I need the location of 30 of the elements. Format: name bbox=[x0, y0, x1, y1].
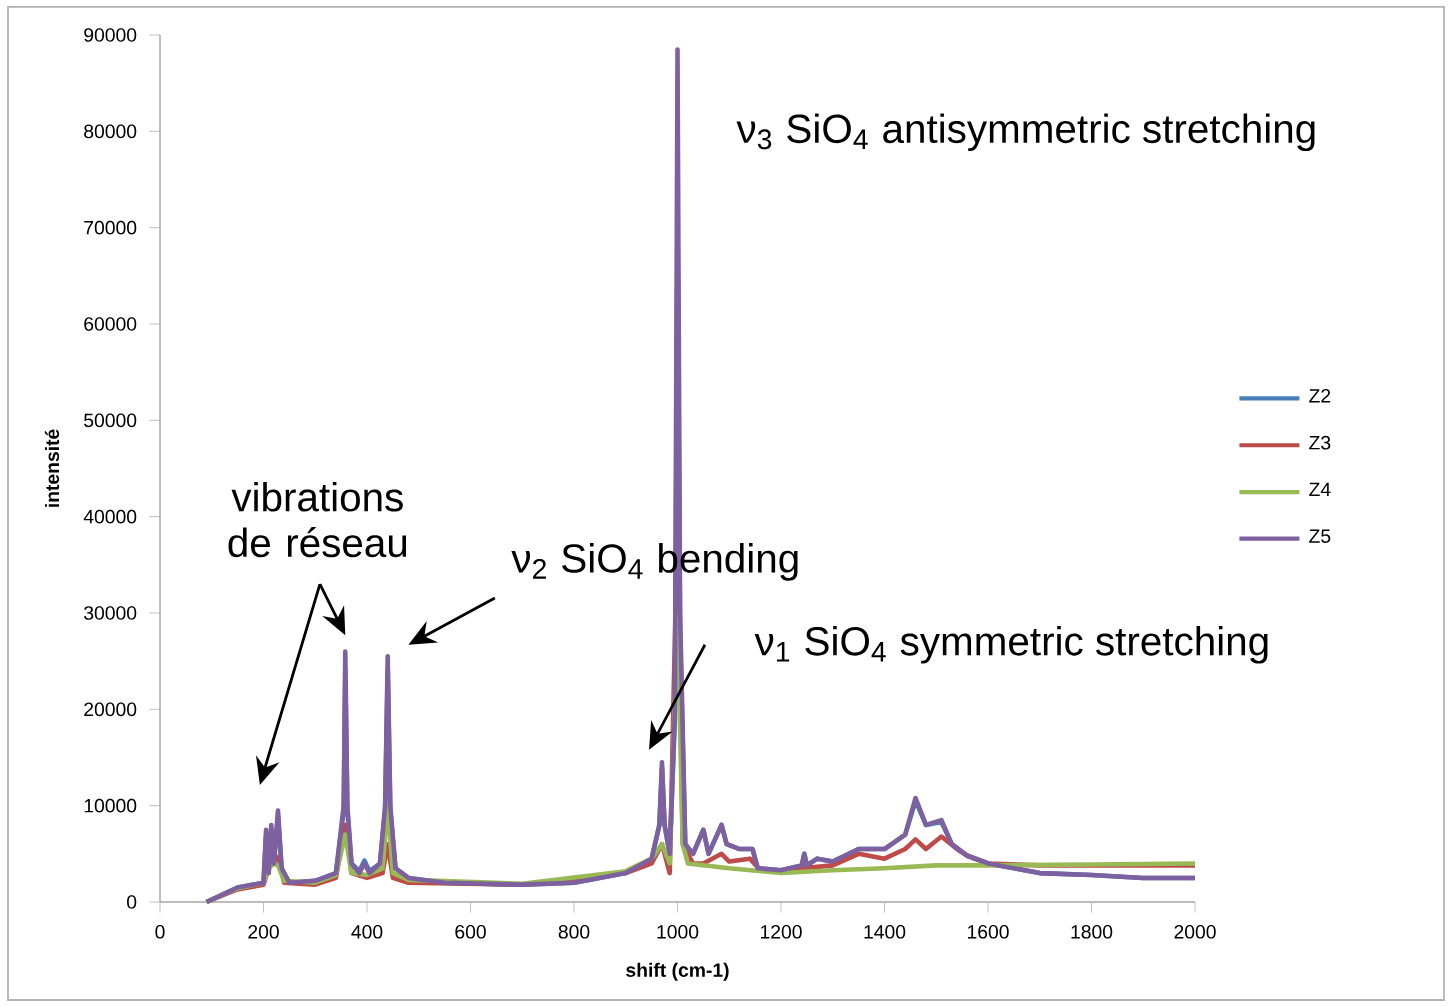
y-tick-label: 0 bbox=[127, 895, 137, 909]
x-tick-label: 1400 bbox=[864, 924, 906, 939]
legend-label: Z3 bbox=[1309, 435, 1331, 450]
y-tick-label: 60000 bbox=[84, 317, 137, 331]
x-tick-label: 1800 bbox=[1071, 924, 1113, 939]
legend-label: Z5 bbox=[1309, 529, 1331, 543]
y-tick-label: 10000 bbox=[84, 798, 137, 813]
y-tick-label: 90000 bbox=[84, 28, 137, 42]
x-tick-label: 2000 bbox=[1174, 924, 1216, 939]
y-tick-label: 40000 bbox=[83, 509, 137, 524]
x-tick-label: 200 bbox=[248, 924, 279, 939]
y-tick-label: 70000 bbox=[84, 220, 137, 235]
x-axis-title: shift (cm-1) bbox=[626, 962, 729, 981]
legend-label: Z2 bbox=[1309, 388, 1331, 403]
x-tick-label: 800 bbox=[558, 924, 590, 939]
y-tick-label: 20000 bbox=[84, 702, 137, 717]
annotation: ν$_{1}$ SiO$_{4}$ symmetric stretching bbox=[754, 625, 1268, 664]
annotation: ν$_{3}$ SiO$_{4}$ antisymmetric stretching bbox=[736, 113, 1315, 152]
y-tick-label: 50000 bbox=[84, 413, 137, 428]
y-axis-title: intensité bbox=[44, 429, 60, 507]
x-tick-label: 1000 bbox=[657, 924, 699, 939]
y-tick-label: 30000 bbox=[84, 606, 137, 620]
annotation: vibrations de réseau bbox=[228, 481, 407, 558]
x-tick-label: 400 bbox=[351, 924, 383, 939]
legend-label: Z4 bbox=[1309, 482, 1331, 497]
x-tick-label: 1200 bbox=[761, 924, 802, 939]
x-tick-label: 1600 bbox=[968, 924, 1009, 939]
x-tick-label: 0 bbox=[155, 924, 165, 939]
y-tick-label: 80000 bbox=[84, 124, 137, 139]
x-tick-label: 600 bbox=[455, 924, 486, 939]
